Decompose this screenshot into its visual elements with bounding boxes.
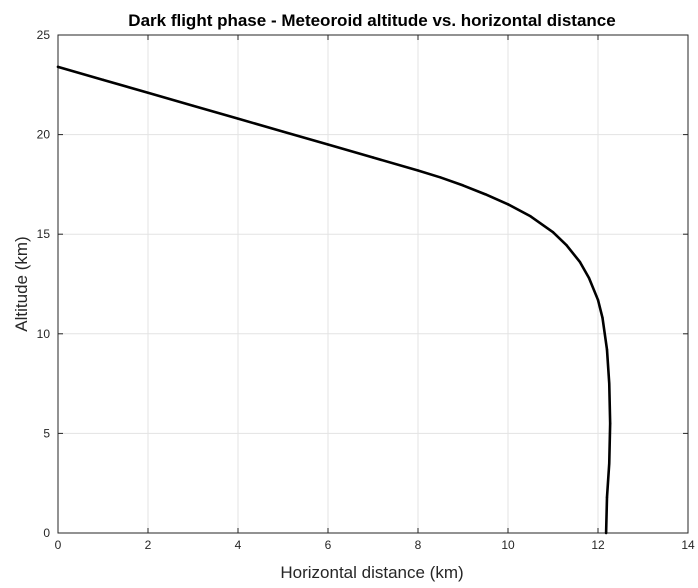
data-point: [281, 130, 285, 133]
altitude-line: [56, 65, 612, 535]
data-point: [439, 176, 442, 179]
x-tick-label: 2: [145, 538, 152, 552]
data-point: [601, 316, 604, 320]
data-point: [506, 203, 510, 206]
data-point: [371, 156, 375, 159]
x-tick-label: 10: [501, 538, 515, 552]
data-point: [565, 243, 568, 247]
data-point: [551, 231, 555, 234]
x-tick-label: 14: [681, 538, 695, 552]
data-point: [604, 531, 608, 535]
y-tick-label: 15: [37, 227, 51, 241]
data-point: [596, 298, 600, 302]
data-point: [146, 91, 150, 94]
data-point: [484, 193, 487, 196]
y-tick-label: 5: [43, 426, 50, 440]
data-point: [236, 117, 240, 120]
data-point: [191, 104, 195, 107]
chart-title: Dark flight phase - Meteoroid altitude v…: [128, 11, 615, 30]
data-point: [578, 260, 582, 264]
data-point: [461, 184, 465, 187]
axes-box: [57, 34, 689, 534]
data-point: [529, 215, 532, 218]
data-point: [587, 276, 591, 280]
data-point: [101, 78, 105, 82]
x-axis-label: Horizontal distance (km): [280, 563, 463, 582]
data-point: [608, 422, 612, 425]
data-point: [605, 348, 609, 351]
data-point: [605, 495, 609, 499]
y-tick-label: 10: [37, 327, 51, 341]
series-layer: [56, 65, 612, 535]
y-tick-label: 25: [37, 28, 51, 42]
x-tick-label: 0: [55, 538, 62, 552]
x-tick-label: 6: [325, 538, 332, 552]
y-tick-label: 20: [37, 128, 51, 142]
ticks: 0 2 4 6 8 10 12 14 0 5 10 15 20 25: [37, 28, 695, 552]
data-point: [416, 169, 420, 172]
y-tick-label: 0: [43, 526, 50, 540]
x-tick-label: 8: [415, 538, 422, 552]
x-tick-label: 4: [235, 538, 242, 552]
y-axis-label: Altitude (km): [12, 236, 31, 331]
data-point: [56, 65, 60, 69]
data-point: [608, 462, 611, 465]
x-tick-label: 12: [591, 538, 605, 552]
data-point: [608, 382, 611, 385]
data-point: [326, 143, 330, 146]
